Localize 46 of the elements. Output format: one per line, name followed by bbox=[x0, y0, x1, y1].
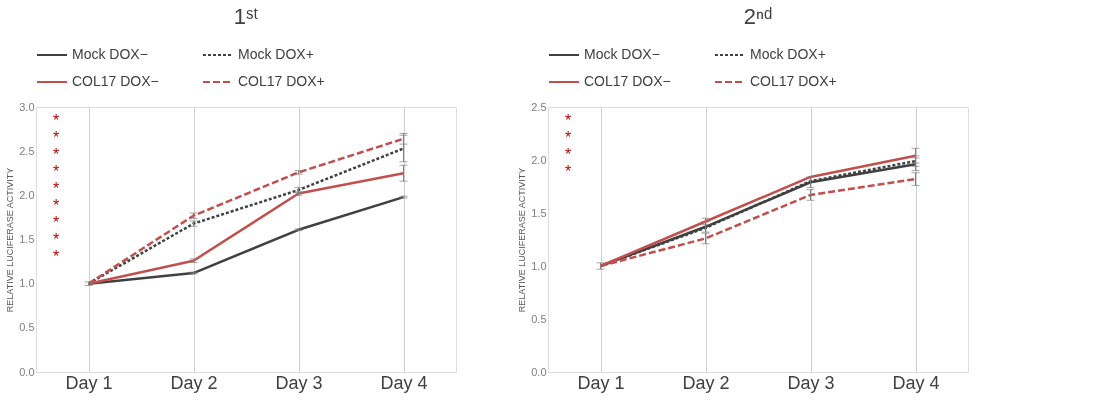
legend-label: Mock DOX− bbox=[72, 46, 148, 62]
legend-label: COL17 DOX− bbox=[584, 73, 671, 89]
legend-label: COL17 DOX+ bbox=[750, 73, 837, 89]
y-tick-label: 2.0 bbox=[19, 188, 35, 201]
y-tick-label: 1.5 bbox=[19, 233, 35, 245]
annotation: * bbox=[52, 231, 60, 248]
y-tick-label: 0.5 bbox=[531, 312, 547, 325]
y-tick-label: 2.5 bbox=[19, 144, 35, 157]
annotation: * bbox=[564, 146, 572, 163]
x-tick-label: Day 3 bbox=[787, 372, 835, 393]
x-tick-label: Day 3 bbox=[275, 372, 323, 393]
y-tick-label: 3.0 bbox=[19, 100, 35, 113]
y-tick-label: 1.0 bbox=[531, 259, 547, 272]
x-tick-label: Day 4 bbox=[380, 372, 428, 393]
y-axis-title: RELATIVE LUCIFERASE ACTIVITY bbox=[5, 167, 16, 313]
y-tick-label: 2.5 bbox=[531, 100, 547, 113]
chart-title: 1ˢᵗ bbox=[233, 4, 259, 29]
legend-label: COL17 DOX− bbox=[72, 73, 159, 89]
annotation: * bbox=[52, 112, 60, 129]
annotation: * bbox=[564, 129, 572, 146]
annotation: * bbox=[564, 163, 572, 180]
y-tick-label: 1.0 bbox=[19, 277, 35, 290]
annotation: * bbox=[52, 197, 60, 214]
annotation: * bbox=[52, 214, 60, 231]
y-tick-label: 1.5 bbox=[531, 206, 547, 219]
y-tick-label: 2.0 bbox=[531, 153, 547, 166]
legend-label: Mock DOX+ bbox=[238, 46, 314, 62]
y-axis-title: RELATIVE LUCIFERASE ACTIVITY bbox=[517, 167, 528, 313]
chart-title: 2ⁿᵈ bbox=[743, 4, 773, 29]
legend-label: COL17 DOX+ bbox=[238, 73, 325, 89]
y-tick-label: 0.0 bbox=[531, 365, 547, 378]
x-tick-label: Day 2 bbox=[170, 372, 218, 393]
y-tick-label: 0.0 bbox=[19, 365, 35, 378]
annotation: * bbox=[564, 112, 572, 129]
y-tick-label: 0.5 bbox=[19, 321, 35, 334]
annotation: * bbox=[52, 163, 60, 180]
x-tick-label: Day 2 bbox=[682, 372, 730, 393]
x-tick-label: Day 1 bbox=[65, 372, 113, 393]
legend-label: Mock DOX− bbox=[584, 46, 660, 62]
annotation: * bbox=[52, 180, 60, 197]
x-tick-label: Day 1 bbox=[577, 372, 625, 393]
annotation: * bbox=[52, 248, 60, 265]
annotation: * bbox=[52, 129, 60, 146]
x-tick-label: Day 4 bbox=[892, 372, 940, 393]
legend-label: Mock DOX+ bbox=[750, 46, 826, 62]
annotation: * bbox=[52, 146, 60, 163]
